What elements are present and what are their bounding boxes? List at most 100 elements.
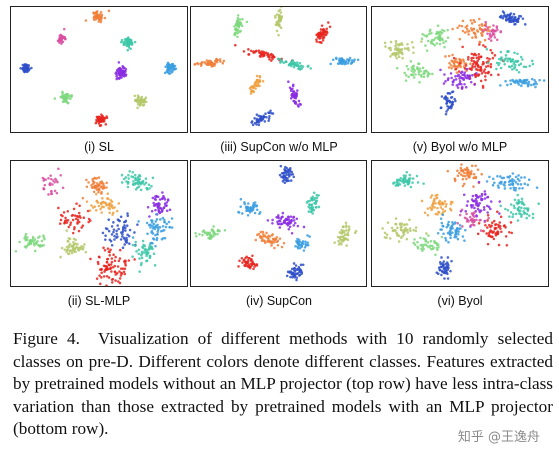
feature-point [396,52,400,56]
feature-point [80,247,83,251]
feature-point [278,237,282,240]
feature-point [140,99,143,103]
feature-point [166,70,169,74]
feature-point [422,247,425,251]
feature-point [389,40,393,44]
feature-point [241,17,244,21]
feature-point [251,204,255,208]
feature-point [471,220,474,224]
feature-point [255,208,259,211]
feature-point [61,90,64,94]
feature-point [403,184,407,187]
feature-point [124,70,127,73]
feature-point [447,240,450,244]
feature-point [496,28,499,32]
feature-point [285,179,289,183]
feature-point [203,230,206,234]
feature-point [451,100,454,104]
feature-point [138,270,141,273]
feature-point [118,281,122,285]
feature-point [499,227,502,230]
feature-point [151,196,155,200]
feature-point [499,14,503,18]
feature-point [110,278,114,281]
feature-point [414,229,418,233]
feature-point [101,117,105,120]
feature-point [429,206,432,209]
feature-point [205,59,209,62]
feature-point [99,207,102,211]
feature-point [289,270,293,273]
feature-point [542,79,546,82]
feature-point [512,62,516,65]
feature-point [258,84,261,88]
feature-point [71,213,75,217]
feature-point [449,100,452,104]
caption-supcon: (iv) SupCon [246,294,312,308]
feature-point [422,75,426,79]
feature-point [113,259,117,263]
feature-point [149,226,152,229]
feature-point [77,229,81,233]
feature-point [239,29,242,33]
feature-point [412,76,416,79]
feature-point [416,181,420,184]
feature-point [383,236,387,239]
feature-point [429,244,432,247]
feature-point [511,78,514,82]
feature-point [296,267,299,271]
feature-point [112,228,116,231]
feature-point [276,21,280,25]
feature-point [267,119,270,122]
feature-point [491,56,495,60]
feature-point [58,222,62,225]
feature-point [124,240,128,243]
feature-point [483,38,487,42]
feature-point [305,201,309,204]
feature-point [475,56,479,60]
feature-point [470,52,474,56]
feature-point [309,210,313,214]
feature-point [484,45,487,49]
feature-point [520,215,523,218]
feature-point [118,66,122,70]
feature-point [528,64,531,68]
feature-point [122,177,126,181]
feature-point [466,58,470,61]
feature-point [535,186,539,189]
feature-point [157,201,160,205]
feature-point [465,217,468,220]
feature-point [133,258,136,261]
feature-point [272,55,276,59]
feature-point [500,230,503,234]
feature-point [128,38,132,41]
feature-point [397,48,400,52]
feature-point [58,41,61,44]
feature-point [261,80,265,83]
feature-point [489,73,493,77]
feature-point [498,175,502,178]
feature-point [138,101,142,104]
feature-point [99,282,102,286]
feature-point [284,171,287,175]
feature-point [136,223,139,226]
feature-point [516,177,520,181]
feature-point [92,190,96,194]
feature-point [403,71,406,75]
feature-point [235,28,239,32]
feature-point [282,241,286,245]
feature-point [223,229,227,232]
feature-point [487,216,490,220]
feature-point [331,58,335,62]
feature-point [439,68,442,72]
feature-point [209,62,212,65]
feature-point [492,33,496,36]
feature-point [496,184,500,187]
feature-point [115,229,118,233]
feature-point [127,173,130,177]
feature-point [422,72,425,75]
feature-point [144,96,148,99]
feature-point [411,177,415,180]
feature-point [18,240,21,244]
feature-point [394,52,398,55]
